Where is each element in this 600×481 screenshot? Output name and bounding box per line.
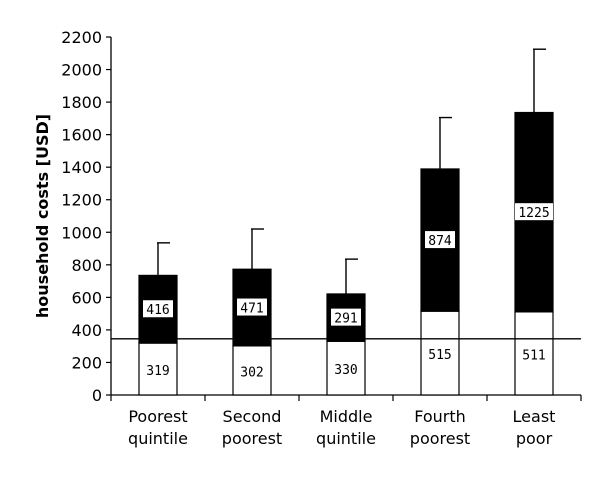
y-tick-label: 0 xyxy=(92,386,102,405)
y-tick-label: 1000 xyxy=(61,223,102,242)
x-category-label: quintile xyxy=(316,429,376,448)
x-category-label: Least xyxy=(513,407,556,426)
data-label-box xyxy=(143,300,173,318)
plot-area: 0 200 400 600 800 1000 1200 1400 1600 1800 2000 220… xyxy=(61,28,582,448)
x-category-label: Poorest xyxy=(128,407,187,426)
x-category-label: Second xyxy=(223,407,282,426)
data-label-lower: 319 xyxy=(146,364,169,379)
y-tick-label: 200 xyxy=(71,353,102,372)
y-tick-label: 800 xyxy=(71,256,102,275)
y-tick-label: 2000 xyxy=(61,61,102,80)
y-tick-label: 1800 xyxy=(61,93,102,112)
x-category-label: Middle xyxy=(320,407,373,426)
bar-segment-lower xyxy=(514,311,554,396)
y-tick-label: 400 xyxy=(71,321,102,340)
x-category-label: poorest xyxy=(410,429,470,448)
y-tick-label: 1400 xyxy=(61,158,102,177)
data-label-upper: 471 xyxy=(240,302,263,317)
x-category-label: quintile xyxy=(128,429,188,448)
data-label-box xyxy=(331,308,361,326)
bar-segment-lower xyxy=(232,345,272,396)
data-label-box xyxy=(425,231,455,249)
y-tick-label: 2200 xyxy=(61,28,102,47)
data-label-upper: 291 xyxy=(334,312,357,327)
data-label-lower: 330 xyxy=(334,363,357,378)
data-label-box xyxy=(515,203,553,221)
data-label-lower: 511 xyxy=(522,348,545,363)
x-category-label: poorest xyxy=(222,429,282,448)
y-axis-title: household costs [USD] xyxy=(33,114,52,318)
data-label-lower: 515 xyxy=(428,348,451,363)
bar-segment-lower xyxy=(138,342,178,396)
data-label-upper: 416 xyxy=(146,303,169,318)
data-label-upper: 1225 xyxy=(518,206,549,221)
bar-segment-lower xyxy=(420,310,460,396)
data-label-lower: 302 xyxy=(240,365,263,380)
y-tick-label: 600 xyxy=(71,288,102,307)
y-tick-label: 1600 xyxy=(61,126,102,145)
x-category-label: Fourth xyxy=(414,407,466,426)
data-label-box xyxy=(237,298,267,316)
y-tick-label: 1200 xyxy=(61,191,102,210)
x-category-label: poor xyxy=(516,429,553,448)
data-label-upper: 874 xyxy=(428,234,452,249)
